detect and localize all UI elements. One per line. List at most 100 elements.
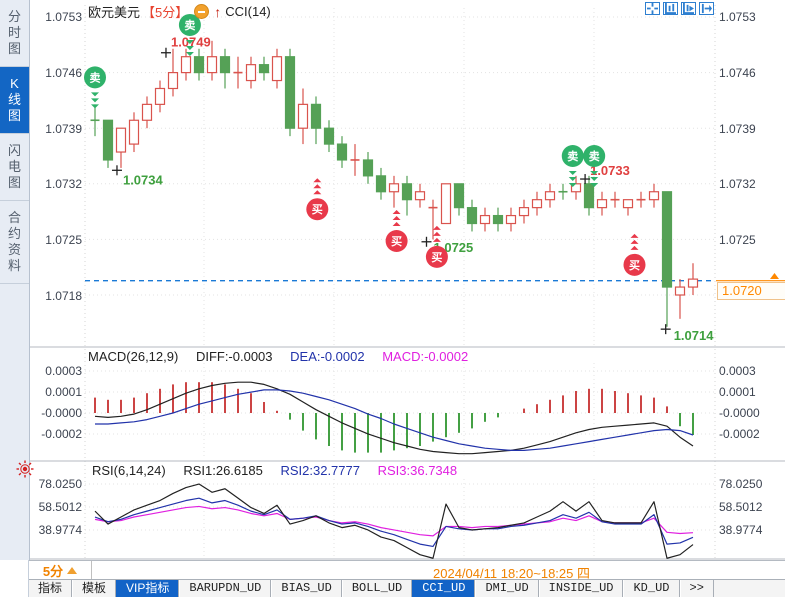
price-tick: 1.0739 [45,122,82,136]
candle-body [622,199,634,209]
rsi3-value: RSI3:36.7348 [377,463,458,478]
candle-body [284,56,296,129]
candle-body [180,56,192,74]
buy-chevron-up-icon [392,221,401,226]
price-tick: 1.0739 [719,122,756,136]
rsi-tick: 38.9774 [38,523,82,537]
indicator-tab-bar: 指标 模板 VIP指标 BARUPDN_UD BIAS_UD BOLL_UD CCI_UD D… [0,579,785,597]
price-tick: 1.0746 [719,66,756,80]
sidebar-item-合约资料[interactable]: 合约资料 [0,201,29,284]
rsi-tick: 58.5012 [719,500,763,514]
price-tick: 1.0753 [719,10,756,24]
candle-body [245,64,257,82]
current-price-arrow-icon [770,273,779,279]
macd-dea-value: DEA:-0.0002 [290,349,365,364]
tab-模板[interactable]: 模板 [72,580,117,597]
zoom-out-icon[interactable] [194,4,210,19]
price-tick: 1.0725 [45,233,82,247]
macd-title: MACD(26,12,9) [88,349,179,364]
macd-tick: 0.0001 [719,385,756,399]
sell-signal-badge [84,66,106,89]
pan-crosshair-button[interactable] [645,2,660,15]
tab->>[interactable]: >> [679,580,714,597]
macd-tick: 0.0001 [45,385,82,399]
candle-body [674,286,686,296]
tab-指标[interactable]: 指标 [28,580,73,597]
extreme-price-label: 1.0733 [590,163,630,178]
candle-body [440,183,452,225]
macd-diff-value: DIFF:-0.0003 [195,349,273,364]
sell-signal-badge [178,13,201,36]
sidebar-item-char: K [10,76,19,91]
period-selector[interactable]: 5分 [28,561,92,580]
period-up-triangle-icon [67,566,78,574]
candle-body [687,278,699,288]
candle-body [115,127,127,153]
sell-signal-badge [561,145,584,167]
candle-body [336,143,348,161]
signal-badge-text: 买 [312,203,323,216]
tab-BIAS_UD[interactable]: BIAS_UD [271,580,342,597]
signal-badge-text: 买 [431,251,442,264]
rsi3-line [94,505,694,537]
signal-badge-text: 买 [391,235,402,248]
macd-diff-line [94,381,694,455]
rsi-header: RSI(6,14,24) RSI1:26.6185 RSI2:32.7777 R… [92,463,471,478]
macd-tick: -0.0002 [719,427,760,441]
candle-body [401,183,413,201]
sidebar-item-闪电图[interactable]: 闪电图 [0,134,29,201]
buy-signal-badge [306,198,329,221]
tab-INSIDE_UD[interactable]: INSIDE_UD [538,580,624,597]
rsi-tick: 38.9774 [719,523,763,537]
rsi2-line [94,497,694,548]
play-forward-button[interactable] [681,2,696,15]
signal-badge-text: 买 [629,259,640,272]
macd-value: MACD:-0.0002 [382,349,469,364]
tab-DMI_UD[interactable]: DMI_UD [475,580,539,597]
tab-CCI_UD[interactable]: CCI_UD [412,580,476,597]
sell-signal-badge [583,145,606,167]
tab-KD_UD[interactable]: KD_UD [623,580,680,597]
bar-datetime: 2024/04/11 18:20~18:25 四 [433,566,590,581]
sidebar-item-char: 图 [7,41,21,56]
extreme-price-label: 1.0734 [123,172,164,187]
buy-signal-badge [623,253,646,276]
tab-BOLL_UD[interactable]: BOLL_UD [341,580,413,597]
macd-tick: 0.0003 [719,364,756,378]
tab-VIP指标[interactable]: VIP指标 [116,580,180,597]
rsi1-line [94,483,694,559]
sell-chevron-down-icon [568,177,577,181]
sidebar-item-char: 闪 [7,143,21,158]
chart-header: 欧元美元 【5分】 ↑ CCI(14) [88,2,271,21]
scale-axis-button[interactable] [663,2,678,15]
candle-body [128,119,140,145]
signal-badge-text: 卖 [589,149,600,163]
sell-chevron-down-icon [91,92,99,97]
symbol-name: 欧元美元 [88,5,141,20]
candle-body [492,214,504,225]
candle-body [206,56,218,74]
axis-chart-icon [665,3,676,14]
candle-body [648,191,660,201]
price-tick: 1.0725 [719,233,756,247]
sidebar-item-char: 线 [7,92,21,107]
buy-signal-badge [425,245,448,268]
sidebar-item-分时图[interactable]: 分时图 [0,0,29,67]
rsi1-value: RSI1:26.6185 [183,463,263,478]
exit-right-button[interactable] [699,2,714,15]
macd-header: MACD(26,12,9) DIFF:-0.0003 DEA:-0.0002 M… [88,349,482,364]
candle-body [453,183,465,209]
buy-chevron-up-icon [432,225,441,230]
candle-body [154,87,166,105]
candle-body [583,183,595,209]
sell-chevron-down-icon [590,183,599,187]
indicator-settings-sun-icon[interactable] [16,460,34,478]
candle-body [141,103,153,121]
buy-signal-badge [385,229,408,252]
tab-BARUPDN_UD[interactable]: BARUPDN_UD [179,580,272,597]
buy-chevron-up-icon [313,178,322,183]
sidebar-item-char: 资 [7,242,21,257]
